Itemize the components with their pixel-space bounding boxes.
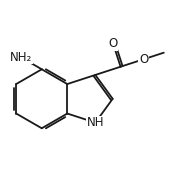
Text: NH: NH: [87, 116, 104, 129]
Text: NH₂: NH₂: [10, 51, 32, 64]
Text: O: O: [109, 37, 118, 50]
Text: O: O: [139, 53, 148, 66]
